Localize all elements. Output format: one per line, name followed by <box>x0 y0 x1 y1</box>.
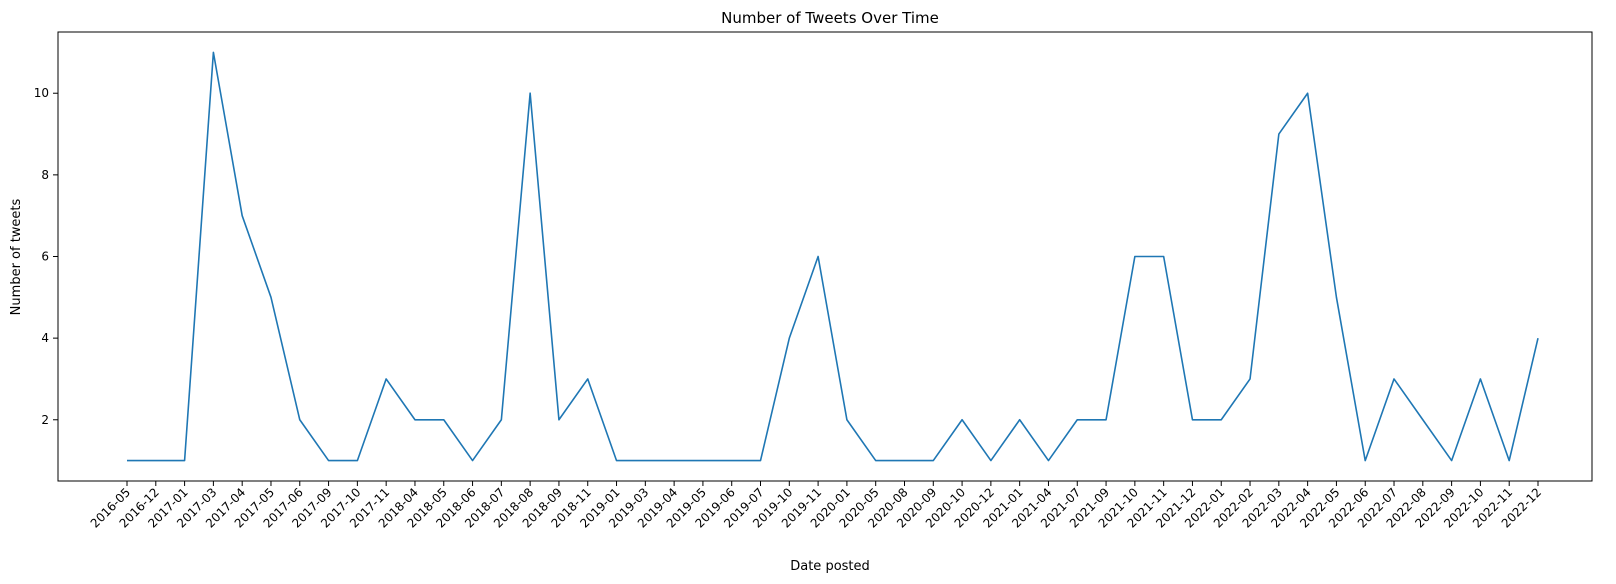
y-tick-label: 4 <box>41 331 49 345</box>
series-line <box>127 51 1539 462</box>
y-tick-label: 8 <box>41 168 49 182</box>
y-axis: 2 4 6 8 10 <box>34 86 58 427</box>
x-axis: 2016-052016-122017-012017-032017-042017-… <box>88 481 1544 531</box>
chart-title: Number of Tweets Over Time <box>721 9 939 27</box>
y-tick-label: 6 <box>41 250 49 264</box>
y-axis-title: Number of tweets <box>9 198 24 315</box>
x-axis-title: Date posted <box>790 559 870 574</box>
y-tick-label: 2 <box>41 413 49 427</box>
y-tick-label: 10 <box>34 86 49 100</box>
plot-frame <box>57 31 1593 482</box>
plot-area <box>126 51 1539 462</box>
